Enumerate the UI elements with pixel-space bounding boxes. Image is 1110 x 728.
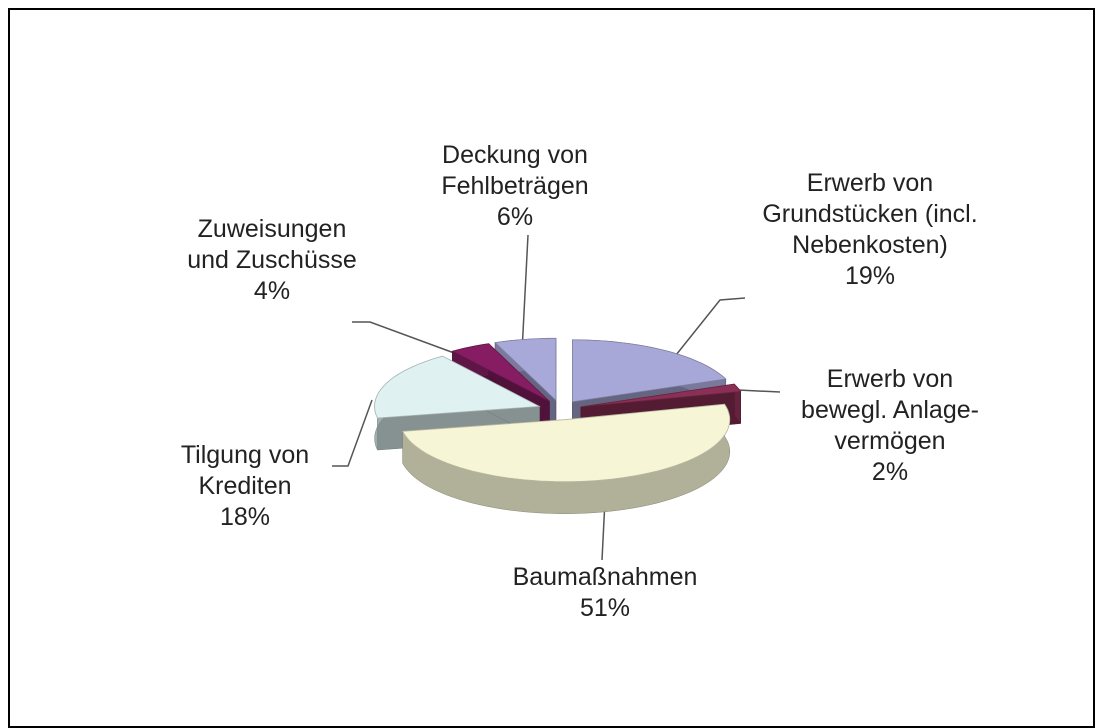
- chart: [332, 234, 781, 561]
- leader-line: [521, 234, 529, 353]
- category-label: Erwerb von Grundstücken (incl. Nebenkost…: [762, 169, 978, 259]
- page: {"chart_data": {"type": "pie", "categori…: [8, 8, 1095, 728]
- slice-top: [451, 343, 550, 402]
- slice-label: Baumaßnahmen 51%: [475, 562, 735, 624]
- leader-line: [332, 399, 373, 467]
- leader-line: [352, 321, 466, 358]
- slice-top: [580, 383, 742, 408]
- slice-top: [494, 337, 557, 402]
- slice-top: [572, 339, 727, 403]
- leader-line: [671, 297, 746, 361]
- value-label: 6%: [496, 203, 534, 231]
- category-label: Zuweisungen und Zuschüsse: [187, 215, 357, 274]
- category-label: Erwerb von bewegl. Anlage-vermögen: [801, 365, 979, 455]
- category-label: Tilgung von Krediten: [180, 441, 310, 500]
- value-label: 18%: [219, 503, 271, 531]
- value-label: 51%: [579, 594, 631, 622]
- value-label: 19%: [844, 262, 896, 290]
- slice-label: Erwerb von Grundstücken (incl. Nebenkost…: [745, 168, 995, 292]
- category-label: Deckung von Fehlbeträgen: [441, 141, 589, 200]
- slice-top: [402, 403, 731, 483]
- value-label: 2%: [871, 458, 909, 486]
- pie-slice: [402, 403, 731, 514]
- slice-top: [374, 355, 541, 419]
- slice-label: Deckung von Fehlbeträgen 6%: [410, 140, 620, 233]
- leader-line: [737, 389, 781, 393]
- slice-label: Zuweisungen und Zuschüsse 4%: [177, 214, 367, 307]
- slice-label: Tilgung von Krediten 18%: [145, 440, 345, 533]
- value-label: 4%: [253, 277, 291, 305]
- slice-label: Erwerb von bewegl. Anlage-vermögen 2%: [795, 364, 985, 488]
- category-label: Baumaßnahmen: [512, 563, 698, 591]
